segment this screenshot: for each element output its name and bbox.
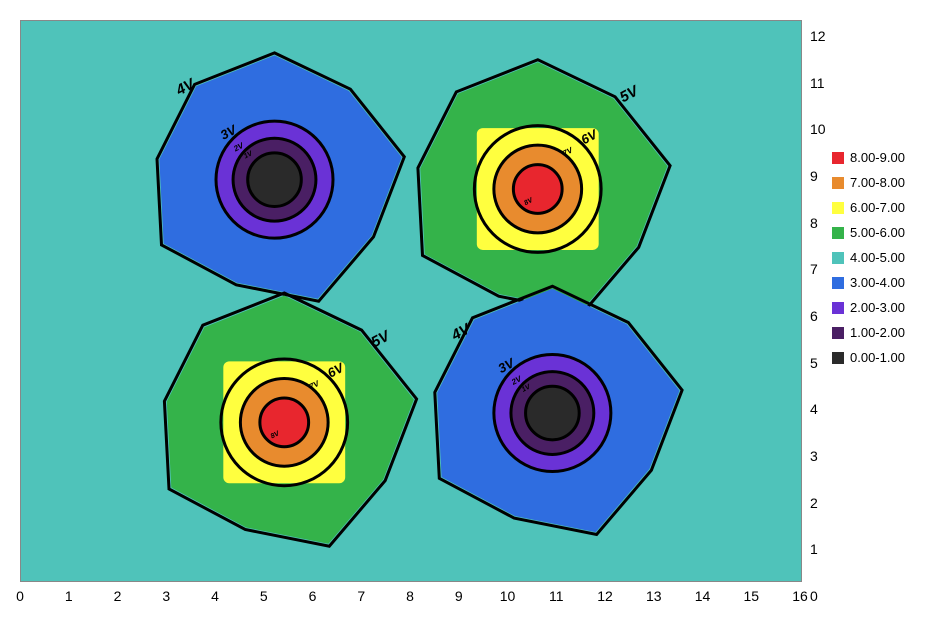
x-tick-label: 14 (695, 588, 711, 604)
x-tick-label: 15 (743, 588, 759, 604)
y-tick-label: 8 (810, 215, 818, 231)
y-tick-label: 6 (810, 308, 818, 324)
x-tick-label: 10 (500, 588, 516, 604)
contour-group-top-right: 8V7V6V5V (418, 60, 670, 313)
legend-label: 0.00-1.00 (850, 350, 905, 365)
legend-label: 3.00-4.00 (850, 275, 905, 290)
y-tick-label: 2 (810, 495, 818, 511)
legend-item: 8.00-9.00 (832, 150, 905, 165)
x-tick-label: 1 (65, 588, 73, 604)
x-tick-label: 12 (597, 588, 613, 604)
legend-item: 7.00-8.00 (832, 175, 905, 190)
y-tick-label: 3 (810, 448, 818, 464)
contour-group-top-left: 1V2V3V4V (157, 53, 404, 301)
y-tick-label: 9 (810, 168, 818, 184)
y-tick-label: 4 (810, 401, 818, 417)
x-tick-label: 5 (260, 588, 268, 604)
chart-container: 1V2V3V4V8V7V6V5V8V7V6V5V1V2V3V4V 0123456… (20, 20, 915, 582)
legend-item: 6.00-7.00 (832, 200, 905, 215)
x-tick-label: 11 (549, 588, 564, 604)
x-tick-label: 7 (357, 588, 365, 604)
legend-swatch (832, 202, 844, 214)
legend-item: 5.00-6.00 (832, 225, 905, 240)
legend-swatch (832, 327, 844, 339)
x-tick-label: 8 (406, 588, 414, 604)
legend-swatch (832, 302, 844, 314)
legend-label: 4.00-5.00 (850, 250, 905, 265)
x-tick-label: 13 (646, 588, 662, 604)
y-tick-label: 12 (810, 28, 826, 44)
legend: 8.00-9.00 7.00-8.00 6.00-7.00 5.00-6.00 4.00… (832, 150, 905, 375)
legend-swatch (832, 227, 844, 239)
legend-label: 6.00-7.00 (850, 200, 905, 215)
y-tick-label: 1 (810, 541, 818, 557)
x-tick-label: 0 (16, 588, 24, 604)
x-tick-label: 9 (455, 588, 463, 604)
contour-group-bottom-right: 1V2V3V4V (435, 286, 682, 534)
y-tick-label: 5 (810, 355, 818, 371)
legend-item: 3.00-4.00 (832, 275, 905, 290)
legend-item: 2.00-3.00 (832, 300, 905, 315)
y-tick-label: 7 (810, 261, 818, 277)
legend-swatch (832, 352, 844, 364)
legend-label: 5.00-6.00 (850, 225, 905, 240)
legend-label: 8.00-9.00 (850, 150, 905, 165)
y-tick-label: 11 (810, 75, 825, 91)
legend-label: 1.00-2.00 (850, 325, 905, 340)
x-tick-label: 6 (309, 588, 317, 604)
y-tick-label: 10 (810, 121, 826, 137)
x-tick-label: 2 (114, 588, 122, 604)
legend-swatch (832, 152, 844, 164)
legend-label: 2.00-3.00 (850, 300, 905, 315)
plot-wrapper: 1V2V3V4V8V7V6V5V8V7V6V5V1V2V3V4V 0123456… (20, 20, 802, 582)
contour-plot: 1V2V3V4V8V7V6V5V8V7V6V5V1V2V3V4V (20, 20, 802, 582)
contour-group-bottom-left: 8V7V6V5V (164, 293, 416, 546)
legend-item: 1.00-2.00 (832, 325, 905, 340)
legend-label: 7.00-8.00 (850, 175, 905, 190)
legend-swatch (832, 277, 844, 289)
x-tick-label: 3 (162, 588, 170, 604)
y-tick-label: 0 (810, 588, 818, 604)
x-tick-label: 16 (792, 588, 808, 604)
legend-swatch (832, 252, 844, 264)
legend-item: 0.00-1.00 (832, 350, 905, 365)
legend-item: 4.00-5.00 (832, 250, 905, 265)
x-tick-label: 4 (211, 588, 219, 604)
legend-swatch (832, 177, 844, 189)
